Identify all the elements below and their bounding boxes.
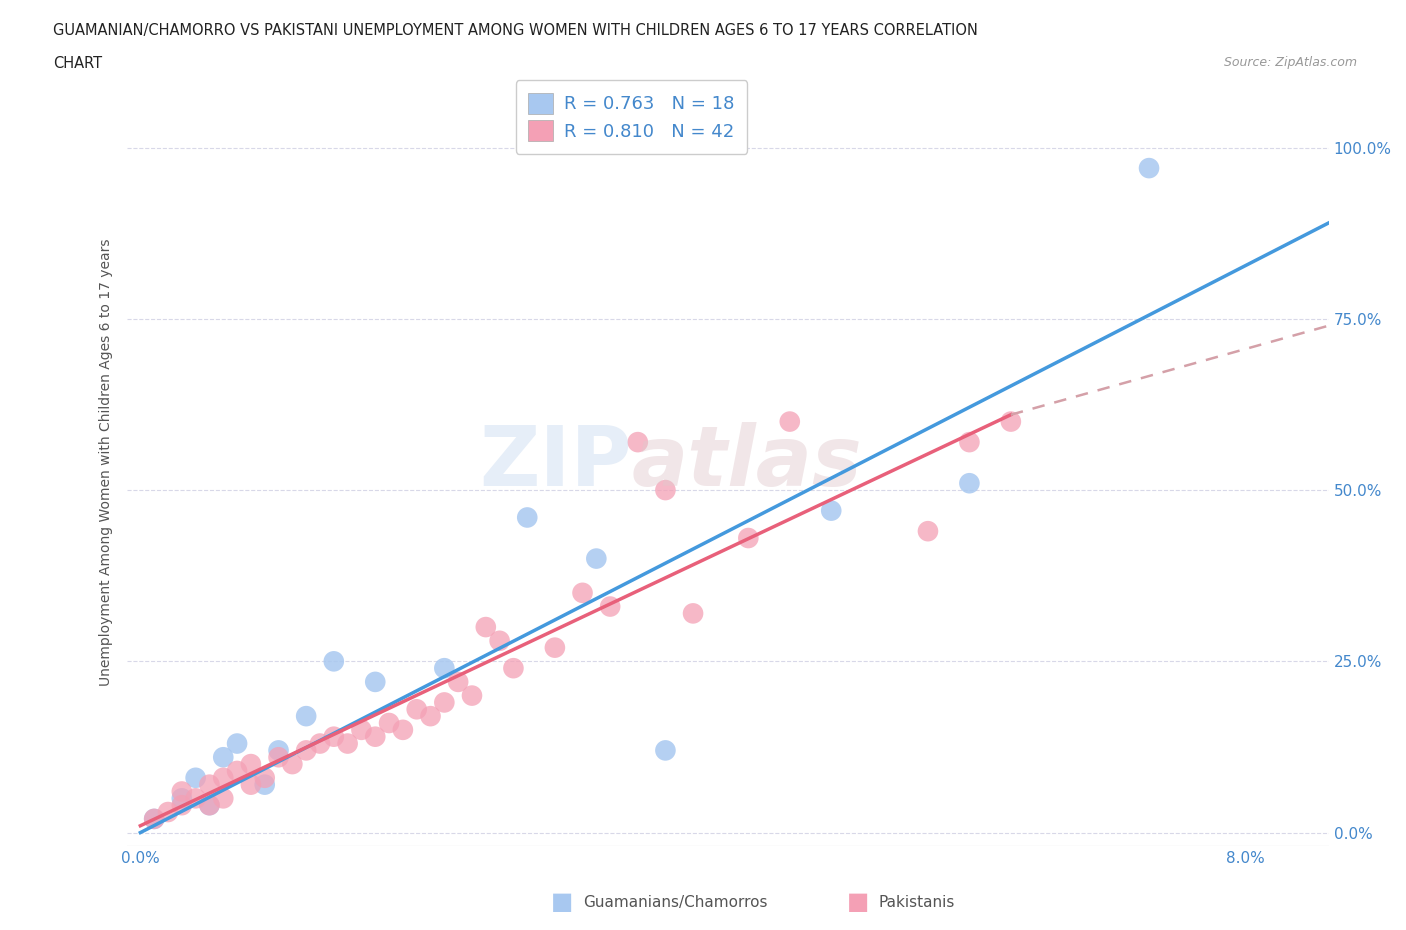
Point: [198, 798, 221, 813]
Point: [585, 551, 607, 566]
Y-axis label: Unemployment Among Women with Children Ages 6 to 17 years: Unemployment Among Women with Children A…: [100, 239, 114, 686]
Point: [295, 709, 318, 724]
Point: [488, 633, 510, 648]
Point: [226, 737, 249, 751]
Point: [433, 695, 456, 710]
Point: [170, 798, 193, 813]
Point: [364, 729, 387, 744]
Point: [419, 709, 441, 724]
Text: CHART: CHART: [53, 56, 103, 71]
Point: [957, 476, 980, 491]
Point: [253, 777, 276, 792]
Point: [239, 777, 262, 792]
Point: [143, 812, 166, 827]
Text: ■: ■: [846, 890, 869, 914]
Point: [433, 660, 456, 675]
Point: [571, 585, 593, 600]
Point: [1137, 161, 1160, 176]
Point: [917, 524, 939, 538]
Point: [627, 434, 650, 449]
Point: [212, 770, 235, 785]
Point: [212, 790, 235, 805]
Point: [405, 702, 427, 717]
Point: [447, 674, 470, 689]
Point: [350, 723, 373, 737]
Point: [737, 531, 759, 546]
Legend: R = 0.763   N = 18, R = 0.810   N = 42: R = 0.763 N = 18, R = 0.810 N = 42: [516, 80, 748, 153]
Point: [654, 483, 676, 498]
Point: [184, 790, 207, 805]
Point: [156, 804, 179, 819]
Point: [502, 660, 524, 675]
Point: [957, 434, 980, 449]
Point: [820, 503, 842, 518]
Point: [516, 510, 538, 525]
Point: [212, 750, 235, 764]
Point: [599, 599, 621, 614]
Point: [184, 770, 207, 785]
Point: [336, 737, 359, 751]
Text: atlas: atlas: [631, 422, 862, 503]
Text: ■: ■: [551, 890, 574, 914]
Text: ZIP: ZIP: [479, 422, 631, 503]
Point: [295, 743, 318, 758]
Point: [281, 757, 304, 772]
Point: [392, 723, 415, 737]
Point: [170, 790, 193, 805]
Point: [309, 737, 332, 751]
Point: [267, 743, 290, 758]
Text: Guamanians/Chamorros: Guamanians/Chamorros: [583, 895, 768, 910]
Point: [1000, 414, 1022, 429]
Point: [682, 606, 704, 621]
Point: [267, 750, 290, 764]
Point: [544, 640, 567, 655]
Point: [170, 784, 193, 799]
Point: [253, 770, 276, 785]
Text: GUAMANIAN/CHAMORRO VS PAKISTANI UNEMPLOYMENT AMONG WOMEN WITH CHILDREN AGES 6 TO: GUAMANIAN/CHAMORRO VS PAKISTANI UNEMPLOY…: [53, 23, 979, 38]
Point: [143, 812, 166, 827]
Point: [475, 619, 498, 634]
Point: [378, 715, 401, 730]
Text: Pakistanis: Pakistanis: [879, 895, 955, 910]
Point: [239, 757, 262, 772]
Point: [322, 729, 344, 744]
Point: [654, 743, 676, 758]
Text: Source: ZipAtlas.com: Source: ZipAtlas.com: [1223, 56, 1357, 69]
Point: [364, 674, 387, 689]
Point: [322, 654, 344, 669]
Point: [226, 764, 249, 778]
Point: [198, 777, 221, 792]
Point: [461, 688, 484, 703]
Point: [779, 414, 801, 429]
Point: [198, 798, 221, 813]
